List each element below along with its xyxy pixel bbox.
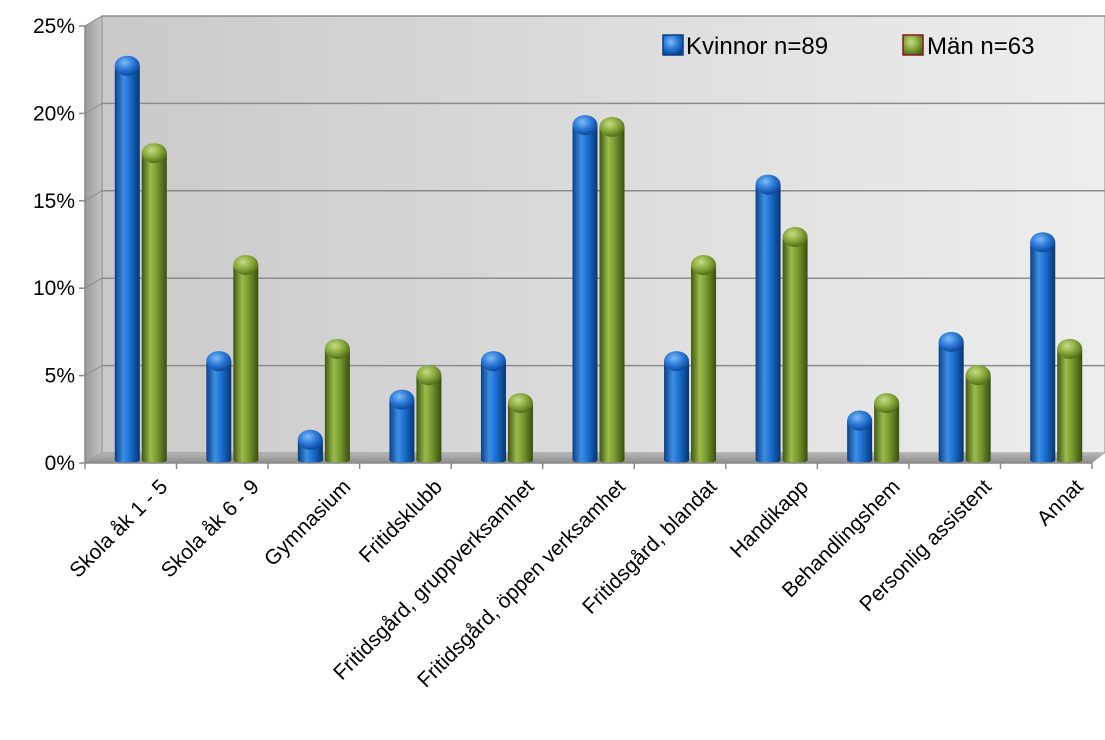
bar-kvinnor: [114, 55, 140, 464]
bar-kvinnor: [938, 331, 964, 464]
gridline-side: [84, 190, 103, 202]
y-tick-label: 0%: [45, 452, 75, 475]
bar-man: [324, 338, 350, 464]
legend: Kvinnor n=89 Män n=63: [662, 33, 1034, 60]
bar-man: [1057, 338, 1083, 464]
gridline-side: [84, 277, 103, 289]
bar-man: [782, 227, 808, 464]
x-tick-label: Gymnasium: [260, 475, 355, 570]
x-tick-label: Skola åk 6 - 9: [157, 475, 264, 582]
bar-kvinnor: [206, 351, 232, 464]
bar-man: [874, 393, 900, 464]
bar-kvinnor: [572, 115, 598, 464]
bar-man: [599, 116, 625, 464]
x-tick-label: Fritidsklubb: [355, 475, 447, 567]
bars: [114, 55, 1083, 464]
gridline-side: [84, 15, 103, 27]
bar-kvinnor: [664, 351, 690, 464]
y-tick-label: 20%: [33, 102, 75, 125]
legend-swatch-kvinnor: [662, 34, 684, 56]
y-tick-label: 5%: [45, 365, 75, 388]
y-tick-label: 25%: [33, 15, 75, 38]
bar-man: [507, 393, 533, 464]
bar-kvinnor: [297, 429, 323, 464]
bar-man: [141, 143, 167, 464]
bar-kvinnor: [1030, 232, 1056, 464]
x-tick-label: Annat: [1033, 475, 1088, 530]
x-tick-label: Fritidsgård, gruppverksamhet: [329, 475, 539, 685]
legend-label-man: Män n=63: [927, 33, 1034, 60]
legend-swatch-man: [902, 34, 924, 56]
y-tick-label: 15%: [33, 190, 75, 213]
y-axis-ticks: 0% 5% 10% 15% 20% 25%: [33, 15, 85, 475]
bar-kvinnor: [480, 351, 506, 464]
bar-man: [416, 365, 442, 464]
legend-label-kvinnor: Kvinnor n=89: [686, 33, 828, 60]
x-tick-label: Handikapp: [726, 475, 813, 562]
bar-man: [233, 254, 259, 464]
y-tick-label: 10%: [33, 277, 75, 300]
chart-side-wall: [84, 15, 103, 464]
gridline-side: [84, 102, 103, 114]
bar-kvinnor: [755, 174, 781, 464]
bar-kvinnor: [389, 389, 415, 464]
bar-kvinnor: [847, 410, 873, 464]
gridline-side: [84, 365, 103, 377]
bar-man: [691, 254, 717, 464]
bar-man: [965, 365, 991, 464]
